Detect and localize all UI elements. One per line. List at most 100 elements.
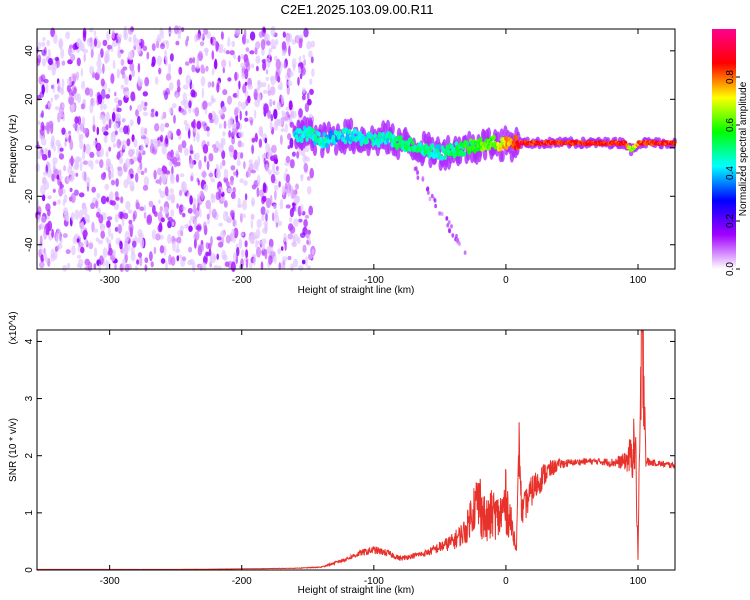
spectrogram-ridge-core: [311, 127, 315, 134]
spectrogram-noise-blob: [69, 176, 74, 183]
spectrogram-noise-blob: [56, 174, 60, 180]
spectrogram-noise-blob: [128, 148, 134, 158]
spectrogram-noise-blob: [223, 47, 226, 54]
snr-x-tick-label: -300: [100, 576, 120, 587]
spectrogram-noise-blob: [140, 126, 145, 138]
spectrogram-noise-blob: [281, 95, 285, 105]
spectrogram-noise-blob: [62, 233, 68, 239]
spectrogram-noise-blob: [96, 59, 102, 68]
spectrogram-noise-blob: [304, 256, 308, 267]
spectrogram-noise-blob: [158, 67, 161, 75]
spectrogram-noise-blob: [308, 205, 314, 216]
spectrogram-noise-blob: [192, 197, 197, 206]
spectrogram-noise-blob: [251, 137, 256, 143]
spectrogram-noise-blob: [251, 184, 257, 190]
spectrogram-noise-blob: [176, 236, 182, 244]
spectrogram-noise-blob: [210, 36, 213, 45]
spectrogram-noise-blob: [302, 154, 307, 164]
spectrogram-noise-blob: [233, 171, 237, 176]
spectrogram-noise-blob: [82, 127, 89, 134]
spectrogram-noise-blob: [292, 258, 299, 268]
spectrogram-noise-blob: [117, 166, 122, 171]
spectrogram-noise-blob: [177, 33, 181, 39]
spectrogram-noise-blob: [156, 40, 160, 49]
spectrogram-noise-blob: [71, 81, 75, 86]
spectrogram-noise-blob: [132, 156, 138, 162]
spectrogram-noise-blob: [295, 35, 300, 44]
spectrogram-noise-blob: [298, 55, 302, 64]
snr-x-tick-label: 0: [503, 576, 509, 587]
spectrogram-noise-blob: [241, 213, 247, 219]
spectrogram-noise-blob: [104, 50, 110, 61]
spectrogram-noise-blob: [231, 123, 237, 129]
spectrogram-noise-blob: [132, 213, 136, 222]
spectrogram-noise-blob: [270, 25, 276, 37]
spectrogram-noise-blob: [148, 200, 154, 208]
spectrogram-noise-blob: [96, 66, 103, 75]
spectrogram-noise-blob: [247, 84, 253, 90]
spectrogram-noise-blob: [223, 200, 228, 208]
spectrogram-noise-blob: [283, 61, 287, 69]
spectrogram-noise-blob: [228, 144, 235, 153]
spectrogram-noise-blob: [198, 159, 202, 170]
spectrogram-noise-blob: [233, 54, 237, 60]
spectrogram-noise-blob: [68, 96, 74, 105]
spectrogram-noise-blob: [226, 181, 230, 188]
spectrogram-noise-blob: [253, 88, 258, 99]
spectrogram-noise-blob: [215, 163, 219, 170]
spectrogram-noise-blob: [45, 164, 48, 175]
spectrogram-noise-blob: [173, 25, 179, 35]
spectrogram-noise-blob: [301, 94, 306, 101]
spectrogram-noise-blob: [188, 246, 193, 253]
spectrogram-noise-blob: [230, 191, 236, 200]
spectrogram-noise-blob: [54, 93, 60, 99]
spectrogram-noise-blob: [71, 103, 75, 110]
spectrogram-ridge-core: [459, 141, 463, 147]
spectrogram-noise-blob: [93, 140, 97, 147]
spectrogram-noise-blob: [203, 28, 209, 35]
spectrogram-noise-blob: [287, 233, 294, 240]
spectrogram-noise-blob: [188, 57, 193, 64]
snr-x-axis: -300 -200 -100 0 100: [100, 330, 647, 587]
spectrogram-noise-blob: [79, 161, 83, 172]
spectrogram-noise-blob: [295, 183, 299, 190]
spectrogram-noise-blob: [143, 204, 147, 212]
spectrogram-noise-blob: [245, 110, 248, 117]
spectrogram-noise-blob: [47, 149, 52, 159]
spectrogram-noise-blob: [208, 112, 213, 120]
spectrogram-ridge-core: [390, 142, 395, 148]
spectrogram-noise-blob: [187, 207, 193, 214]
snr-y-tick-label: 3: [24, 395, 35, 401]
spectrogram-noise-blob: [262, 182, 267, 193]
spectrogram-noise-blob: [95, 159, 99, 164]
spectrogram-noise-blob: [280, 260, 286, 270]
spectrogram-noise-blob: [39, 261, 45, 269]
spectrogram-noise-blob: [227, 95, 232, 105]
spectrogram-noise-blob: [93, 247, 98, 257]
spectrogram-noise-blob: [237, 101, 242, 108]
spectrogram-noise-blob: [208, 206, 212, 216]
spectrogram-noise-blob: [197, 193, 200, 200]
spectrogram-noise-blob: [65, 31, 71, 40]
spectrogram-noise-blob: [201, 171, 207, 178]
spectrogram-noise-blob: [151, 56, 156, 67]
spectrogram-noise-blob: [102, 247, 108, 258]
spectrogram-noise-blob: [203, 155, 207, 163]
spectrogram-noise-blob: [265, 197, 272, 209]
spectrogram-noise-blob: [159, 123, 165, 133]
spectrogram-noise-blob: [108, 226, 111, 238]
snr-x-tick-label: -200: [232, 576, 252, 587]
spectrogram-noise-blob: [58, 169, 62, 177]
spectrogram-noise-blob: [250, 213, 255, 220]
spectrogram-noise-blob: [260, 261, 264, 271]
spectrogram-noise-blob: [218, 241, 224, 248]
spectrogram-noise-blob: [107, 87, 111, 93]
spectrogram-noise-blob: [196, 56, 199, 68]
spectrogram-noise-blob: [47, 220, 53, 232]
spectrogram-noise-blob: [80, 68, 84, 77]
spectrogram-noise-blob: [257, 240, 263, 245]
spectrogram-noise-blob: [281, 185, 285, 196]
spectrogram-noise-region: [35, 25, 316, 274]
spectrogram-noise-blob: [216, 82, 220, 93]
spectrogram-noise-blob: [113, 122, 119, 131]
